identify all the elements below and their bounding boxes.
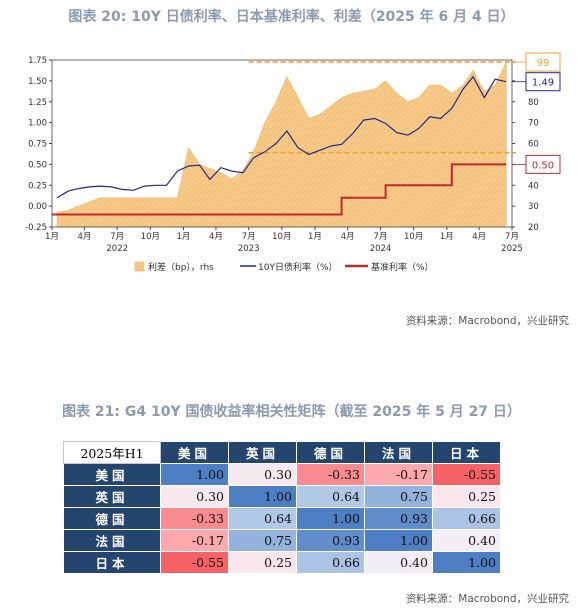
corr-cell: 0.25 (432, 485, 501, 508)
legend: 利差（bp），rhs 10Y日债利率（%） 基准利率（%） (134, 261, 434, 273)
annotation-label: 99 (537, 58, 550, 69)
x-tick-label: 7月 (374, 232, 388, 242)
corr-cell: 0.93 (296, 529, 365, 552)
legend-swatch-spread (134, 261, 145, 272)
legend-label-spread: 利差（bp），rhs (148, 261, 214, 273)
base-rate-line (52, 163, 507, 216)
corr-corner-label: 2025年H1 (63, 441, 161, 464)
corr-cell: 0.75 (364, 485, 433, 508)
correlation-matrix: 2025年H1 美国 英国 德国 法国 日本 美国 1.00 0.30 -0.33 -0… (63, 441, 501, 574)
corr-cell: 1.00 (160, 463, 229, 486)
annotation-label: 0.50 (532, 160, 554, 171)
corr-col-header: 英国 (228, 441, 297, 464)
corr-header-row: 2025年H1 美国 英国 德国 法国 日本 (63, 441, 501, 464)
corr-cell: 1.00 (432, 551, 501, 574)
y-left-tick-label: 1.00 (28, 119, 47, 129)
corr-row-header: 德国 (63, 507, 161, 530)
corr-cell: -0.17 (160, 529, 229, 552)
y-left-tick-label: -0.25 (25, 223, 47, 233)
x-tick-label: 7月 (242, 232, 256, 242)
legend-label-jgb: 10Y日债利率（%） (258, 261, 338, 273)
corr-row-header: 法国 (63, 529, 161, 552)
corr-row: 法国 -0.17 0.75 0.93 1.00 0.40 (63, 529, 501, 552)
corr-cell: -0.33 (296, 463, 365, 486)
corr-cell: 0.93 (364, 507, 433, 530)
x-year-label: 2023 (238, 244, 260, 254)
corr-col-header: 德国 (296, 441, 365, 464)
x-tick-label: 1月 (177, 232, 191, 242)
corr-col-header: 日本 (432, 441, 501, 464)
x-year-label: 2025 (501, 244, 523, 254)
corr-cell: 0.40 (432, 529, 501, 552)
annotation-box (525, 52, 561, 72)
figure-20-title: 图表 20: 10Y 日债利率、日本基准利率、利差（2025 年 6 月 4 日… (68, 9, 515, 25)
corr-cell: 0.66 (296, 551, 365, 574)
jgb-10y-line (56, 75, 507, 199)
y-right-tick-label: 70 (528, 119, 539, 129)
corr-cell: 0.64 (228, 507, 297, 530)
x-tick-label: 4月 (341, 232, 355, 242)
y-left-tick-label: 1.50 (28, 77, 47, 87)
corr-cell: 0.30 (228, 463, 297, 486)
y-right-tick-label: 80 (528, 98, 539, 108)
corr-cell: 0.75 (228, 529, 297, 552)
y-left-tick-label: 1.75 (28, 56, 47, 66)
x-tick-label: 10月 (404, 232, 423, 242)
corr-cell: 1.00 (364, 529, 433, 552)
y-right-tick-label: 40 (528, 181, 539, 191)
axis-layer: 1.751.501.251.000.750.500.250.00-0.25908… (25, 52, 561, 254)
x-tick-label: 4月 (209, 232, 223, 242)
corr-row: 美国 1.00 0.30 -0.33 -0.17 -0.55 (63, 463, 501, 486)
y-right-tick-label: 60 (528, 140, 539, 150)
corr-row: 日本 -0.55 0.25 0.66 0.40 1.00 (63, 551, 501, 574)
legend-label-base: 基准利率（%） (371, 261, 434, 273)
x-tick-label: 10月 (272, 232, 291, 242)
corr-row: 德国 -0.33 0.64 1.00 0.93 0.66 (63, 507, 501, 530)
y-left-tick-label: 0.00 (28, 202, 47, 212)
corr-cell: 0.40 (364, 551, 433, 574)
figure-21-source: 资料来源：Macrobond，兴业研究 (405, 593, 569, 605)
corr-cell: -0.17 (364, 463, 433, 486)
spread-area-series (56, 61, 507, 228)
corr-cell: -0.55 (160, 551, 229, 574)
plot-layer (52, 61, 516, 228)
y-left-tick-label: 0.50 (28, 160, 47, 170)
y-right-tick-label: 20 (528, 223, 539, 233)
corr-cell: -0.55 (432, 463, 501, 486)
annotation-label: 1.49 (532, 78, 554, 89)
x-tick-label: 1月 (45, 232, 59, 242)
corr-cell: 0.66 (432, 507, 501, 530)
x-tick-label: 1月 (308, 232, 322, 242)
corr-col-header: 美国 (160, 441, 229, 464)
x-tick-label: 7月 (110, 232, 124, 242)
corr-cell: 0.30 (160, 485, 229, 508)
x-tick-label: 4月 (472, 232, 486, 242)
corr-row-header: 英国 (63, 485, 161, 508)
corr-row-header: 美国 (63, 463, 161, 486)
corr-cell: 1.00 (296, 507, 365, 530)
jgb-spread-chart: 1.751.501.251.000.750.500.250.00-0.25908… (25, 52, 561, 273)
x-year-label: 2022 (106, 244, 128, 254)
figure-20-source: 资料来源：Macrobond，兴业研究 (405, 315, 569, 327)
y-left-tick-label: 1.25 (28, 98, 47, 108)
corr-cell: 1.00 (228, 485, 297, 508)
x-tick-label: 1月 (440, 232, 454, 242)
corr-cell: 0.25 (228, 551, 297, 574)
x-tick-label: 10月 (141, 232, 160, 242)
y-left-tick-label: 0.75 (28, 140, 47, 150)
annotation-box (525, 72, 561, 92)
corr-cell: -0.33 (160, 507, 229, 530)
y-right-tick-label: 30 (528, 202, 539, 212)
x-year-label: 2024 (370, 244, 392, 254)
corr-cell: 0.64 (296, 485, 365, 508)
annotation-box (525, 154, 561, 174)
y-left-tick-label: 0.25 (28, 181, 47, 191)
corr-row: 英国 0.30 1.00 0.64 0.75 0.25 (63, 485, 501, 508)
corr-row-header: 日本 (63, 551, 161, 574)
x-tick-label: 4月 (77, 232, 91, 242)
figure-21-title: 图表 21: G4 10Y 国债收益率相关性矩阵（截至 2025 年 5 月 2… (62, 404, 521, 420)
x-tick-label: 7月 (505, 232, 519, 242)
corr-col-header: 法国 (364, 441, 433, 464)
